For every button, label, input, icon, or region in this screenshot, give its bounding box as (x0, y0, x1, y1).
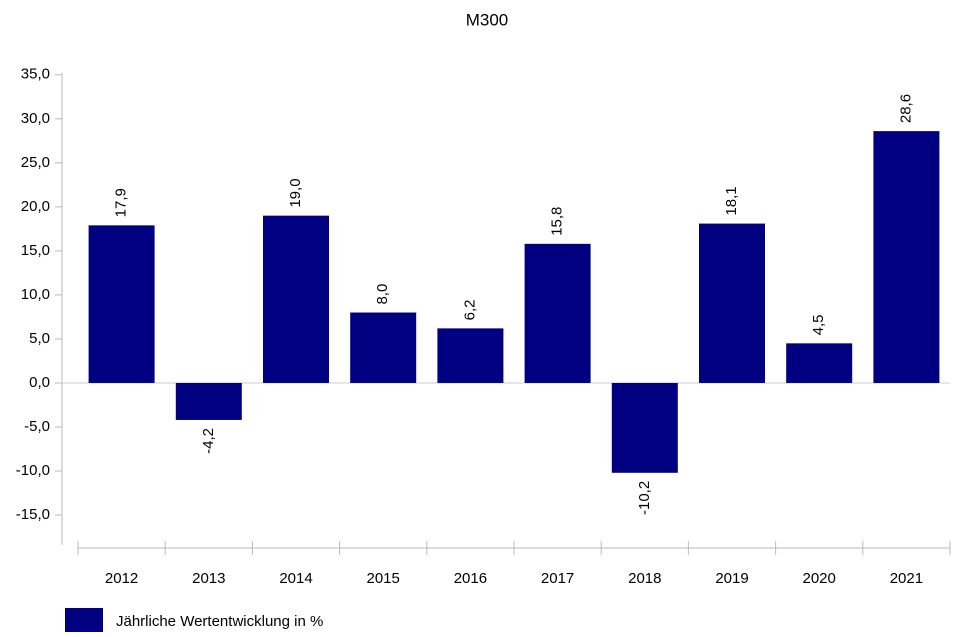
data-label: 4,5 (810, 314, 827, 335)
x-tick-label: 2012 (105, 570, 138, 587)
x-tick-label: 2014 (279, 570, 312, 587)
x-tick-label: 2016 (454, 570, 487, 587)
data-label: -10,2 (636, 481, 653, 515)
bar (524, 243, 591, 383)
bar (350, 312, 417, 383)
y-tick-label: 10,0 (21, 286, 50, 303)
y-tick-label: 15,0 (21, 242, 50, 259)
bar (699, 223, 765, 383)
data-label: 18,1 (723, 186, 740, 215)
x-tick-label: 2017 (541, 570, 574, 587)
data-label: 8,0 (374, 284, 391, 305)
data-label: 17,9 (113, 188, 130, 217)
bar (786, 343, 853, 383)
legend-swatch (65, 608, 103, 632)
y-tick-label: 35,0 (21, 66, 50, 83)
bar (873, 131, 940, 383)
y-tick-label: -10,0 (16, 462, 50, 479)
x-tick-label: 2015 (367, 570, 400, 587)
data-label: 19,0 (287, 178, 304, 207)
bar (88, 225, 155, 383)
y-tick-label: -15,0 (16, 506, 50, 523)
bar (437, 328, 504, 383)
bar (175, 382, 242, 420)
bar (611, 382, 678, 473)
y-tick-label: 5,0 (29, 330, 50, 347)
x-tick-label: 2013 (192, 570, 225, 587)
bar (263, 215, 329, 383)
data-label: 28,6 (897, 94, 914, 123)
data-label: 6,2 (461, 300, 478, 321)
y-tick-label: 0,0 (29, 374, 50, 391)
x-tick-label: 2020 (803, 570, 836, 587)
data-label: 15,8 (549, 207, 566, 236)
legend-label: Jährliche Wertentwicklung in % (116, 613, 323, 630)
y-tick-label: 30,0 (21, 110, 50, 127)
chart-title: M300 (466, 10, 509, 29)
x-tick-label: 2019 (715, 570, 748, 587)
data-label: -4,2 (200, 428, 217, 454)
y-tick-label: -5,0 (24, 418, 50, 435)
y-tick-label: 25,0 (21, 154, 50, 171)
y-tick-label: 20,0 (21, 198, 50, 215)
x-tick-label: 2018 (628, 570, 661, 587)
x-tick-label: 2021 (890, 570, 923, 587)
